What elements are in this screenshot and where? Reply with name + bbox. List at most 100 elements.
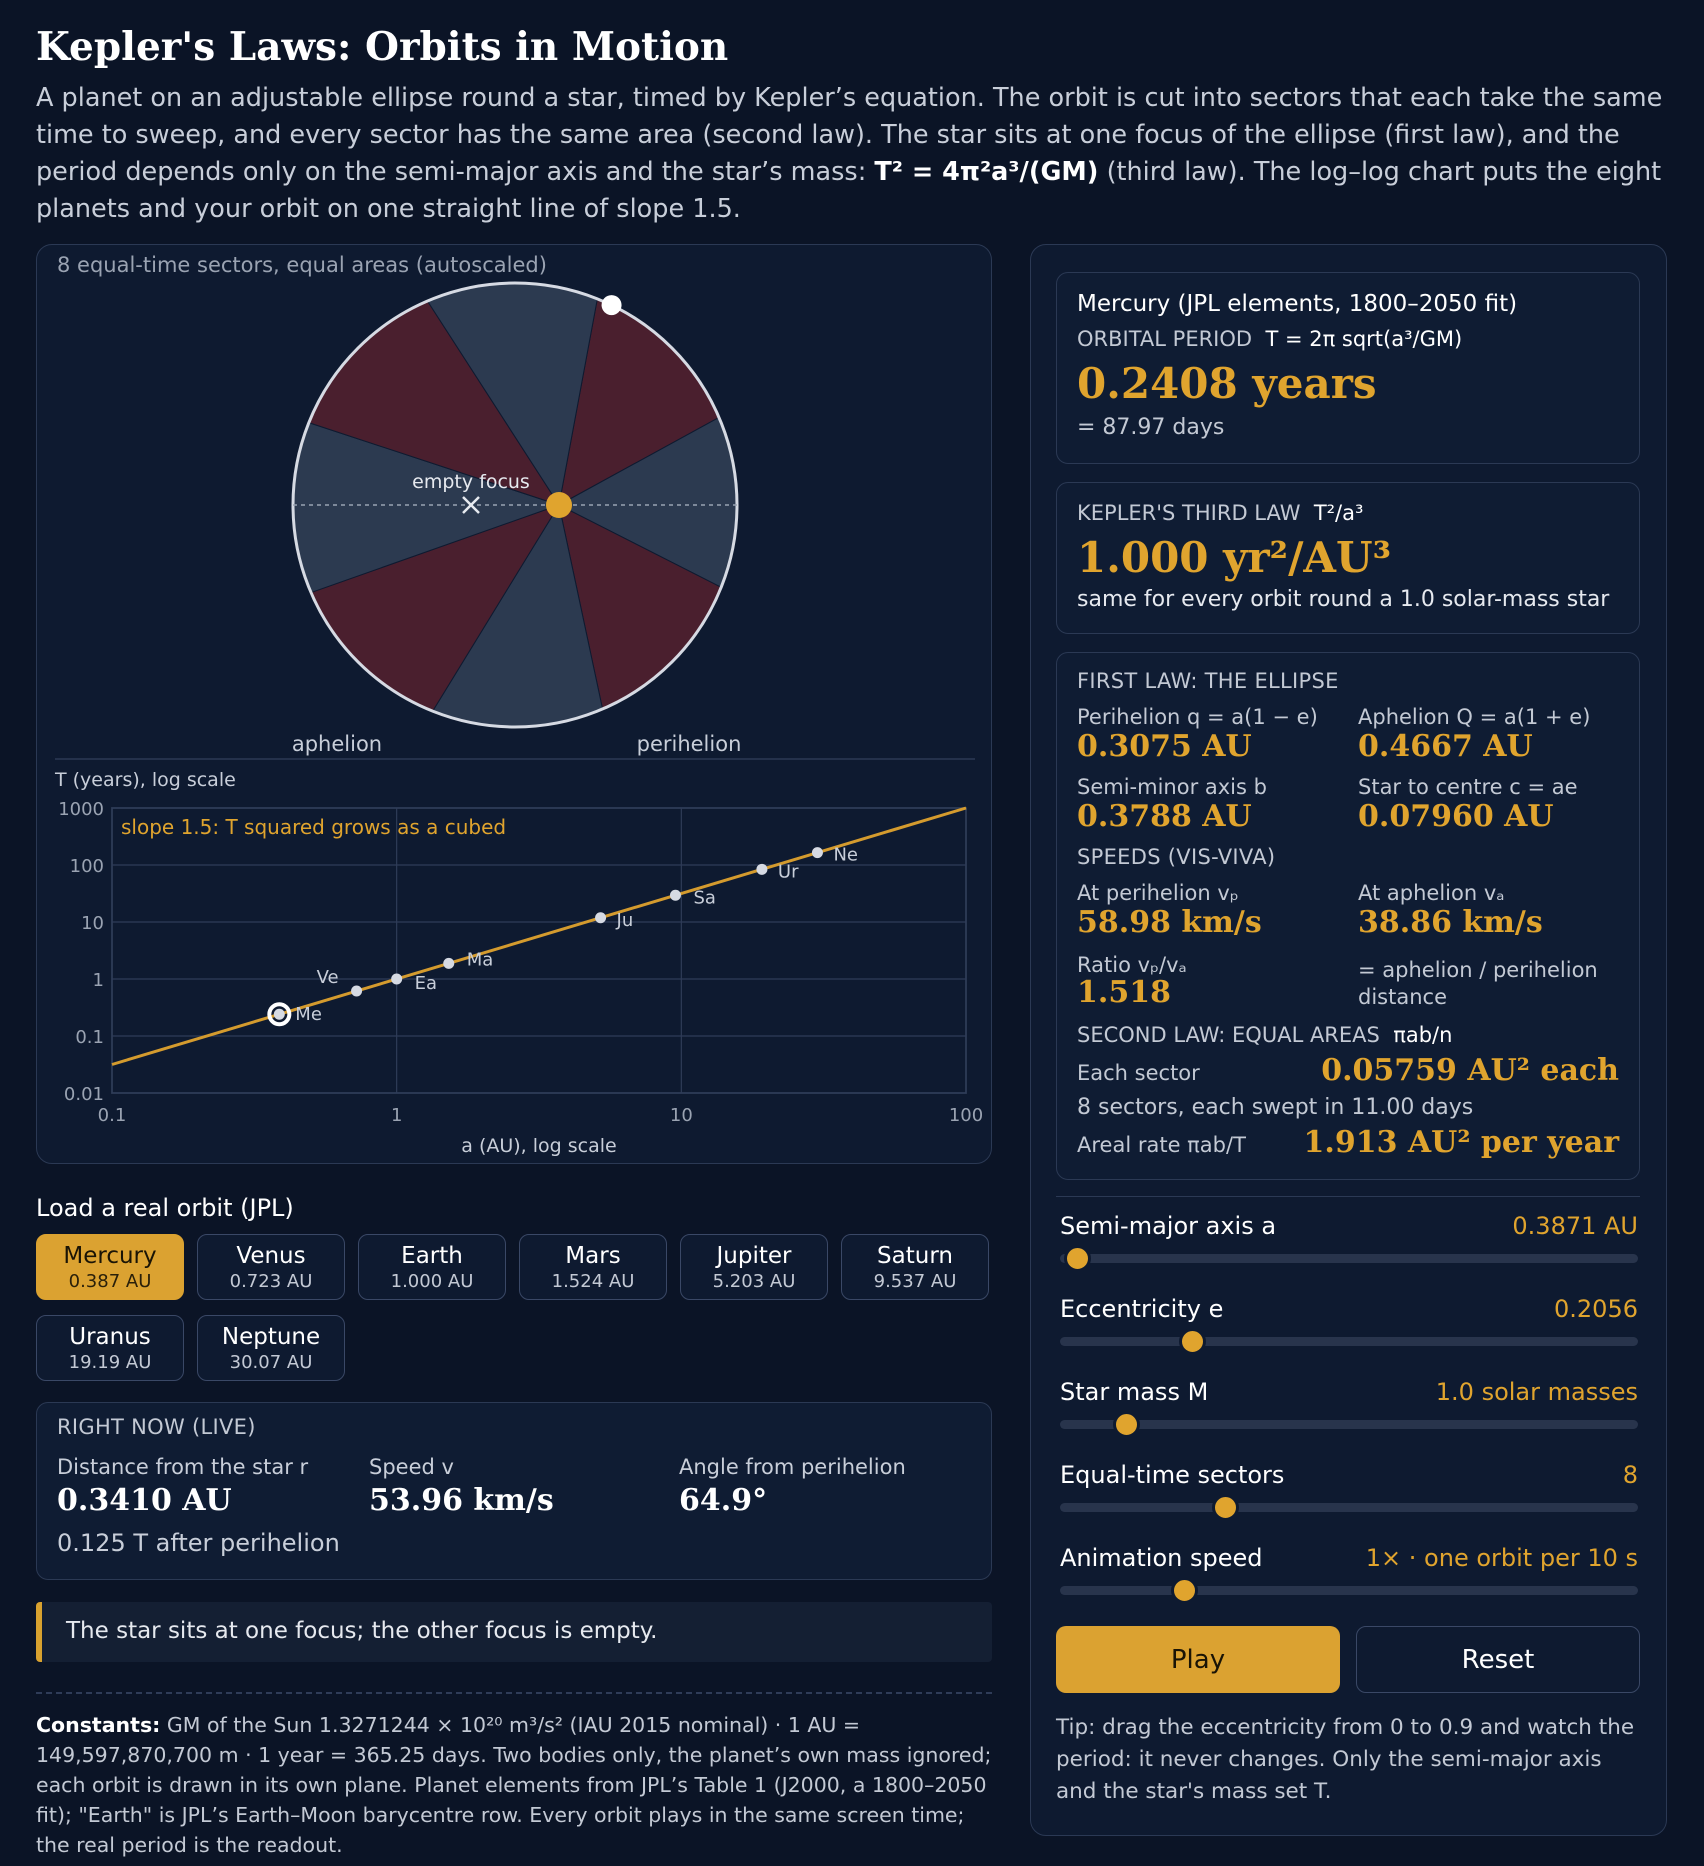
semi-minor-label: Semi-minor axis b — [1077, 775, 1267, 799]
slider-value: 1× · one orbit per 10 s — [1365, 1544, 1638, 1572]
eccentricity-slider[interactable]: Eccentricity e 0.2056 — [1060, 1295, 1638, 1365]
second-law-title-row: SECOND LAW: EQUAL AREAS πab/n — [1077, 1023, 1452, 1047]
chart-point — [391, 973, 403, 985]
slider-thumb[interactable] — [1171, 1577, 1199, 1604]
chart-point — [273, 1008, 285, 1020]
planet-button-name: Mercury — [63, 1243, 157, 1269]
first-law-title: FIRST LAW: THE ELLIPSE — [1077, 669, 1339, 693]
perihelion-label: Perihelion q = a(1 − e) — [1077, 705, 1318, 729]
y-tick-label: 0.1 — [75, 1027, 104, 1048]
point-label: Ea — [415, 973, 437, 994]
speed-ratio-value: 1.518 — [1077, 975, 1171, 1010]
chart-xlabel: a (AU), log scale — [461, 1135, 616, 1157]
planet-button-2[interactable]: Earth 1.000 AU — [358, 1234, 506, 1300]
chart-grid — [111, 807, 967, 1094]
aphelion-value: 0.4667 AU — [1358, 729, 1533, 764]
planet-button-axis: 5.203 AU — [712, 1271, 796, 1292]
period-card: Mercury (JPL elements, 1800–2050 fit) OR… — [1056, 272, 1640, 464]
point-label: Ju — [616, 910, 634, 931]
status-note-text: The star sits at one focus; the other fo… — [66, 1618, 658, 1644]
perihelion-speed-value: 58.98 km/s — [1077, 905, 1262, 940]
planet-button-7[interactable]: Neptune 30.07 AU — [197, 1315, 345, 1381]
planet-button-0[interactable]: Mercury 0.387 AU — [36, 1234, 184, 1300]
x-tick-label: 0.1 — [98, 1105, 127, 1126]
point-label: Sa — [693, 887, 715, 908]
empty-focus-marker — [462, 496, 480, 514]
planet-button-axis: 30.07 AU — [229, 1352, 313, 1373]
star-mass-slider[interactable]: Star mass M 1.0 solar masses — [1060, 1378, 1638, 1448]
planet-button-3[interactable]: Mars 1.524 AU — [519, 1234, 667, 1300]
chart-point — [756, 863, 768, 875]
speed-label: Speed v — [369, 1455, 454, 1479]
visualization-panel: 8 equal-time sectors, equal areas (autos… — [36, 244, 992, 1164]
slider-label: Equal-time sectors — [1060, 1461, 1285, 1489]
speeds-title: SPEEDS (VIS-VIVA) — [1077, 845, 1276, 869]
planet-button-1[interactable]: Venus 0.723 AU — [197, 1234, 345, 1300]
slider-track[interactable] — [1060, 1254, 1638, 1263]
second-law-formula: πab/n — [1393, 1023, 1453, 1047]
slider-value: 1.0 solar masses — [1435, 1378, 1638, 1406]
planet-button-name: Neptune — [221, 1324, 321, 1350]
intro-part-1: A planet on an adjustable ellipse round … — [36, 83, 1663, 187]
slider-track[interactable] — [1060, 1503, 1638, 1512]
slider-label: Eccentricity e — [1060, 1295, 1224, 1323]
speed-slider[interactable]: Animation speed 1× · one orbit per 10 s — [1060, 1544, 1638, 1614]
aphelion-label: aphelion — [292, 732, 382, 756]
distance-label: Distance from the star r — [57, 1455, 309, 1479]
period-source: Mercury (JPL elements, 1800–2050 fit) — [1077, 291, 1518, 317]
tip-text: Tip: drag the eccentricity from 0 to 0.9… — [1056, 1715, 1635, 1804]
constants-label: Constants: — [36, 1713, 161, 1737]
chart-y-ticks: 1000 100 10 1 0.1 0.01 — [58, 799, 104, 1105]
divider — [36, 1692, 992, 1694]
period-label-row: ORBITAL PERIOD T = 2π sqrt(a³/GM) — [1077, 327, 1462, 351]
reset-button[interactable]: Reset — [1356, 1626, 1640, 1693]
planet-button-axis: 19.19 AU — [68, 1352, 152, 1373]
x-tick-label: 10 — [670, 1105, 693, 1126]
speed-ratio-label: Ratio vₚ/vₐ — [1077, 953, 1187, 977]
slider-thumb[interactable] — [1211, 1494, 1239, 1521]
planet-button-5[interactable]: Saturn 9.537 AU — [841, 1234, 989, 1300]
planet[interactable] — [601, 295, 622, 316]
perihelion-speed-label: At perihelion vₚ — [1077, 881, 1239, 905]
semi-major-slider[interactable]: Semi-major axis a 0.3871 AU — [1060, 1212, 1638, 1282]
slider-track[interactable] — [1060, 1586, 1638, 1595]
chart-x-ticks: 0.1 1 10 100 — [98, 1105, 984, 1126]
live-title: RIGHT NOW (LIVE) — [57, 1415, 256, 1439]
time-since-perihelion: 0.125 T after perihelion — [57, 1529, 340, 1557]
slider-thumb[interactable] — [1113, 1411, 1141, 1438]
slider-track[interactable] — [1060, 1420, 1638, 1429]
aphelion-label: Aphelion Q = a(1 + e) — [1358, 705, 1591, 729]
chart-point — [811, 847, 823, 859]
orbit-diagram: empty focus aphelion perihelion — [55, 281, 975, 760]
semi-minor-value: 0.3788 AU — [1077, 799, 1252, 834]
planet-button-6[interactable]: Uranus 19.19 AU — [36, 1315, 184, 1381]
sectors-slider[interactable]: Equal-time sectors 8 — [1060, 1461, 1638, 1531]
sector-area-value: 0.05759 AU² each — [1321, 1053, 1619, 1088]
point-label: Ur — [778, 861, 799, 882]
aphelion-speed-label: At aphelion vₐ — [1358, 881, 1505, 905]
x-tick-label: 1 — [391, 1105, 402, 1126]
angle-label: Angle from perihelion — [679, 1455, 906, 1479]
planet-button-4[interactable]: Jupiter 5.203 AU — [680, 1234, 828, 1300]
planet-button-axis: 0.387 AU — [68, 1271, 152, 1292]
slider-thumb[interactable] — [1064, 1245, 1092, 1272]
point-label: Me — [295, 1004, 322, 1025]
areal-rate-value: 1.913 AU² per year — [1303, 1125, 1619, 1160]
chart-point — [443, 957, 455, 969]
play-button[interactable]: Play — [1056, 1626, 1340, 1693]
empty-focus-label: empty focus — [412, 471, 530, 493]
focal-distance-label: Star to centre c = ae — [1358, 775, 1578, 799]
chart-ylabel: T (years), log scale — [54, 769, 236, 791]
slider-value: 0.2056 — [1554, 1295, 1638, 1323]
chart-points: Me Ve Ea Ma Ju Sa Ur Ne — [273, 845, 858, 1025]
speed-value: 53.96 km/s — [369, 1483, 554, 1518]
slider-track[interactable] — [1060, 1337, 1638, 1346]
y-tick-label: 1 — [93, 970, 104, 991]
focal-distance-value: 0.07960 AU — [1358, 799, 1554, 834]
page-title: Kepler's Laws: Orbits in Motion — [36, 24, 729, 70]
planet-button-name: Saturn — [877, 1243, 953, 1269]
angle-value: 64.9° — [679, 1483, 768, 1518]
chart-point — [351, 985, 363, 997]
slider-thumb[interactable] — [1178, 1328, 1206, 1355]
second-law-title: SECOND LAW: EQUAL AREAS — [1077, 1023, 1380, 1047]
